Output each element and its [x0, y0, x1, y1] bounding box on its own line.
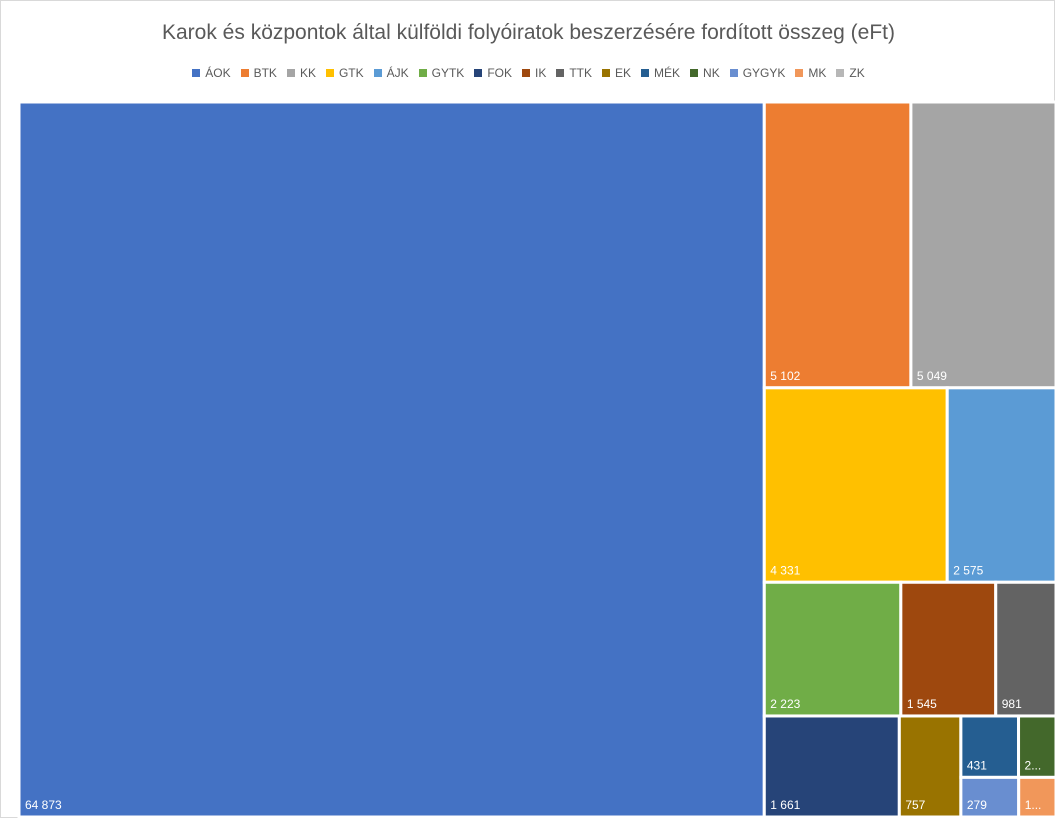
treemap-value-label: 1 545 [907, 697, 937, 711]
legend-swatch [556, 69, 565, 77]
treemap-rect [1017, 775, 1055, 819]
treemap-tile-gtk: 4 331 [762, 386, 949, 584]
treemap-tile-fok: 1 661 [762, 714, 901, 819]
legend-swatch [373, 69, 382, 77]
treemap-value-label: 2... [1025, 758, 1042, 772]
treemap-value-label: 981 [1002, 697, 1022, 711]
treemap-value-label: 279 [967, 798, 987, 812]
treemap-rect [899, 580, 998, 718]
treemap-tile-btk: 5 102 [762, 100, 913, 390]
treemap-tile-gygyk: 279 [959, 775, 1021, 819]
legend-item: ÁJK [373, 66, 409, 80]
treemap-tile-aok: 64 873 [17, 100, 766, 819]
treemap-tile-ajk: 2 575 [945, 386, 1055, 584]
treemap-value-label: 431 [967, 758, 987, 772]
treemap-rect [897, 714, 963, 819]
treemap-tile-nk: 2... [1017, 714, 1055, 779]
treemap-rect [762, 714, 901, 819]
legend-label: IK [534, 66, 547, 80]
treemap-tile-kk: 5 049 [909, 100, 1055, 390]
legend-item: ÁOK [192, 66, 231, 80]
legend-label: GYTK [431, 66, 465, 80]
treemap-rect [762, 100, 913, 390]
treemap-rect [1017, 714, 1055, 779]
treemap-value-label: 757 [905, 798, 925, 812]
legend-item: GYGYK [729, 66, 786, 80]
legend-label: GYGYK [742, 66, 786, 80]
legend-swatch [690, 69, 699, 77]
legend-swatch [729, 69, 738, 77]
treemap-rect [762, 386, 949, 584]
legend-item: GYTK [418, 66, 465, 80]
legend-label: ÁJK [386, 66, 409, 80]
treemap-tile-ttk: 981 [994, 580, 1055, 718]
legend-swatch [521, 69, 530, 77]
legend-swatch [795, 69, 804, 77]
legend-label: TTK [569, 66, 592, 80]
legend-swatch [192, 69, 201, 77]
treemap-value-label: 2 223 [770, 697, 800, 711]
legend-label: NK [703, 66, 720, 80]
treemap-value-label: 5 102 [770, 369, 800, 383]
legend-item: ZK [836, 66, 865, 80]
legend-label: MK [808, 66, 827, 80]
legend-label: ÁOK [205, 66, 231, 80]
legend-swatch [240, 69, 249, 77]
chart-title: Karok és központok által külföldi folyói… [161, 21, 895, 44]
legend-swatch [602, 69, 610, 77]
legend-label: GTK [338, 66, 364, 80]
legend-label: FOK [487, 66, 512, 80]
treemap-value-label: 1... [1025, 798, 1042, 812]
legend-label: KK [299, 66, 316, 80]
legend-item: MK [795, 66, 826, 80]
legend-swatch [474, 69, 483, 77]
treemap-rect [994, 580, 1055, 718]
legend-swatch [286, 69, 295, 77]
legend-label: ZK [849, 66, 865, 80]
treemap-rect [945, 386, 1055, 584]
legend-label: EK [615, 66, 632, 80]
legend-item: NK [690, 66, 720, 80]
legend-item: BTK [240, 66, 277, 80]
legend-label: MÉK [654, 66, 681, 80]
treemap-rect [909, 100, 1055, 390]
treemap-rect [959, 714, 1021, 779]
treemap-rect [17, 100, 766, 819]
legend-swatch [418, 69, 427, 77]
treemap-value-label: 1 661 [770, 798, 800, 812]
treemap-tile-mek: 431 [959, 714, 1021, 779]
legend-item: FOK [474, 66, 512, 80]
legend-item: GTK [325, 66, 364, 80]
legend-swatch [641, 69, 650, 77]
treemap-rect [959, 775, 1021, 819]
legend-swatch [325, 69, 334, 77]
treemap-value-label: 4 331 [770, 563, 800, 577]
legend: ÁOK BTK KK GTK ÁJK GYTK FOK IK TTK EK MÉK NK GYGYK MK… [1, 66, 1055, 80]
treemap-value-label: 5 049 [917, 369, 947, 383]
legend-item: TTK [556, 66, 592, 80]
legend-item: EK [602, 66, 631, 80]
treemap-tile-mk: 1... [1017, 775, 1055, 819]
legend-item: IK [521, 66, 547, 80]
legend-swatch [836, 69, 845, 77]
treemap-value-label: 2 575 [953, 563, 983, 577]
legend-item: KK [286, 66, 316, 80]
legend-label: BTK [253, 66, 277, 80]
treemap-tile-ek: 757 [897, 714, 963, 819]
treemap-rect [762, 580, 903, 718]
legend-item: MÉK [641, 66, 680, 80]
treemap-tile-ik: 1 545 [899, 580, 998, 718]
treemap-tile-gytk: 2 223 [762, 580, 903, 718]
treemap-value-label: 64 873 [25, 798, 62, 812]
